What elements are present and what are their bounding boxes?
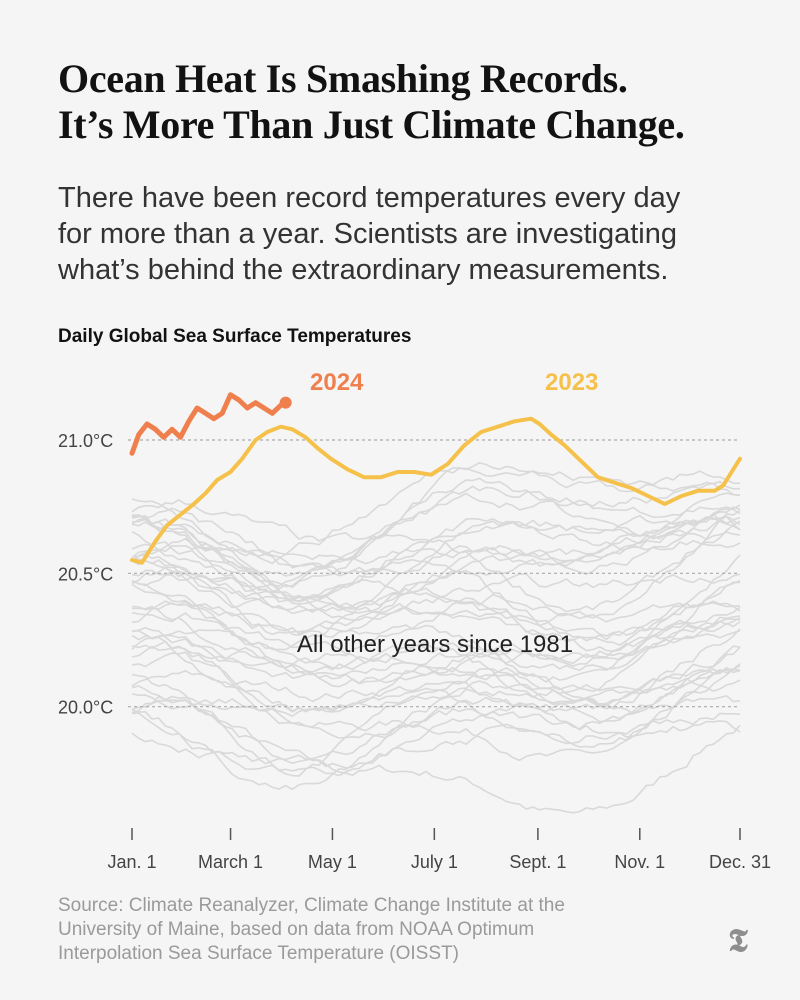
other-year-line [131, 698, 741, 814]
y-tick-label: 20.5°C [58, 564, 113, 584]
source-note: Source: Climate Reanalyzer, Climate Chan… [58, 894, 698, 966]
other-year-line [131, 645, 741, 712]
series-line-2023 [130, 416, 742, 565]
source-line-3: Interpolation Sea Surface Temperature (O… [58, 943, 459, 964]
other-year-line [131, 651, 741, 762]
sea-surface-temperature-chart: 20.0°C 20.5°C 21.0°C Jan. 1 March 1 May 1 Jul… [58, 369, 771, 872]
other-year-line [131, 696, 741, 791]
x-tick-label: Jan. 1 [107, 852, 156, 872]
dek-line-3: what’s behind the extraordinary measurem… [58, 254, 669, 286]
other-year-line [131, 668, 741, 765]
other-year-line [131, 666, 741, 777]
x-tick-label: July 1 [411, 852, 458, 872]
dek: There have been record temperatures ever… [58, 180, 778, 288]
headline-line-2: It’s More Than Just Climate Change. [58, 102, 685, 147]
other-year-line [131, 499, 741, 613]
other-year-line [131, 611, 741, 672]
other-year-line [131, 663, 741, 749]
other-year-line [131, 520, 741, 627]
series-label-2024: 2024 [310, 369, 364, 396]
y-tick-label: 21.0°C [58, 431, 113, 451]
other-year-line [131, 506, 741, 576]
nyt-logo: 𝕿 [719, 921, 757, 959]
other-year-line [131, 492, 741, 577]
other-year-line [132, 593, 741, 669]
x-tick-label: March 1 [198, 852, 263, 872]
other-year-line [131, 573, 741, 635]
headline: Ocean Heat Is Smashing Records. It’s Mor… [58, 56, 778, 148]
other-year-line [131, 513, 741, 636]
x-tick-label: Dec. 31 [709, 852, 771, 872]
x-tick-label: May 1 [308, 852, 357, 872]
x-axis: Jan. 1 March 1 May 1 July 1 Sept. 1 Nov. 1 Dec… [107, 828, 771, 872]
other-year-line [131, 521, 741, 651]
other-year-line [131, 600, 741, 710]
other-years-lines [131, 461, 741, 814]
other-year-line [131, 616, 741, 713]
other-year-line [131, 666, 741, 777]
source-line-1: Source: Climate Reanalyzer, Climate Chan… [58, 895, 565, 916]
other-year-line [131, 645, 741, 707]
headline-line-1: Ocean Heat Is Smashing Records. [58, 56, 628, 101]
other-year-line [131, 570, 741, 646]
others-annotation: All other years since 1981 [297, 631, 573, 658]
other-year-line [131, 461, 741, 591]
other-year-line [131, 615, 741, 713]
other-year-line [131, 482, 741, 587]
series-label-2023: 2023 [545, 369, 598, 396]
x-tick-label: Sept. 1 [509, 852, 566, 872]
source-line-2: University of Maine, based on data from … [58, 919, 535, 940]
nyt-logo-glyph: 𝕿 [728, 922, 748, 958]
other-year-line [131, 543, 741, 642]
x-tick-label: Nov. 1 [614, 852, 665, 872]
other-year-line [131, 712, 741, 769]
other-year-line [131, 492, 741, 577]
dek-line-1: There have been record temperatures ever… [58, 182, 681, 214]
other-year-line [131, 621, 741, 688]
series-2024-endpoint [279, 396, 292, 409]
series-line-2024 [129, 392, 289, 456]
other-year-line [131, 581, 741, 685]
gridlines: 20.0°C 20.5°C 21.0°C [58, 431, 740, 718]
y-tick-label: 20.0°C [58, 698, 113, 718]
other-year-line [131, 626, 741, 677]
chart-title: Daily Global Sea Surface Temperatures [58, 326, 412, 347]
dek-line-2: for more than a year. Scientists are inv… [58, 218, 677, 250]
